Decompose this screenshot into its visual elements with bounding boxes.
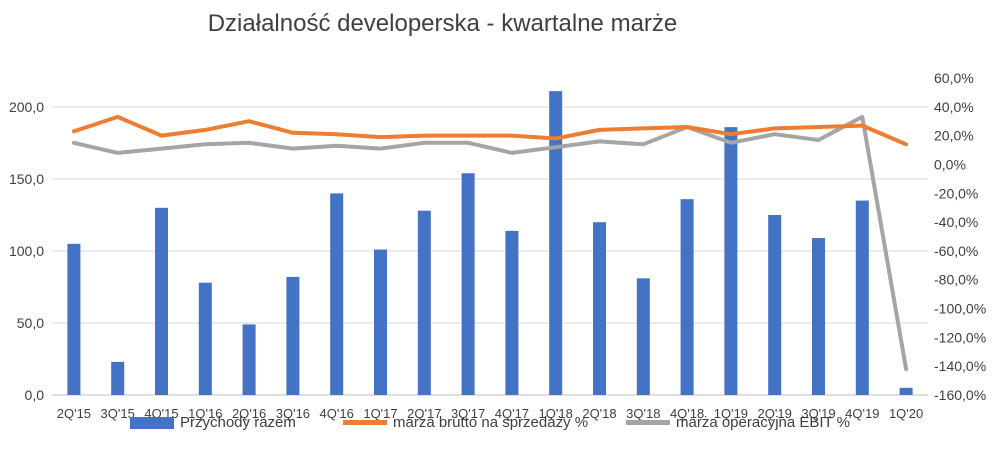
- x-tick-label: 4Q'16: [320, 406, 354, 421]
- bar-4Q'18: [680, 199, 694, 395]
- legend-swatch-revenue: [130, 416, 174, 429]
- y-left-tick-label: 150,0: [9, 171, 44, 187]
- chart-legend: Przychody razem marża brutto na sprzedaż…: [0, 414, 1007, 438]
- y-right-tick-label: 40,0%: [934, 99, 974, 115]
- x-tick-label: 3Q'15: [101, 406, 135, 421]
- y-right-tick-label: -20,0%: [934, 185, 978, 201]
- bar-2Q'19: [768, 215, 782, 395]
- line-gross-margin: [71, 114, 909, 147]
- y-right-tick-label: -40,0%: [934, 214, 978, 230]
- x-tick-label: 1Q'18: [539, 406, 573, 421]
- y-right-tick-label: 20,0%: [934, 128, 974, 144]
- y-right-tick-label: -140,0%: [934, 358, 986, 374]
- legend-item-ebit-margin: marża operacyjna EBIT %: [626, 414, 850, 431]
- y-left-tick-label: 100,0: [9, 243, 44, 259]
- legend-label-gross-margin: marża brutto na sprzedaży %: [393, 414, 589, 431]
- bar-3Q'17: [461, 173, 475, 395]
- y-right-tick-label: -160,0%: [934, 387, 986, 403]
- x-tick-label: 3Q'18: [626, 406, 660, 421]
- x-tick-label: 1Q'20: [889, 406, 923, 421]
- bar-2Q'17: [417, 210, 431, 395]
- x-tick-label: 2Q'16: [232, 406, 266, 421]
- bar-3Q'15: [111, 361, 125, 395]
- legend-item-revenue: Przychody razem: [130, 414, 296, 431]
- legend-swatch-ebit-margin: [626, 420, 670, 425]
- x-tick-label: 3Q'19: [801, 406, 835, 421]
- bar-2Q'18: [593, 222, 606, 395]
- bar-1Q'16: [198, 282, 212, 395]
- x-tick-label: 3Q'17: [451, 406, 485, 421]
- x-tick-label: 1Q'17: [363, 406, 397, 421]
- bar-1Q'18: [549, 91, 563, 395]
- bar-4Q'17: [505, 230, 519, 395]
- bar-2Q'16: [242, 324, 256, 395]
- chart-title: Działalność developerska - kwartalne mar…: [207, 10, 678, 37]
- bar-1Q'20: [899, 387, 913, 395]
- y-right-tick-label: -100,0%: [934, 301, 986, 317]
- x-tick-label: 4Q'19: [845, 406, 879, 421]
- x-tick-label: 2Q'17: [407, 406, 441, 421]
- bar-3Q'16: [286, 276, 300, 395]
- bar-4Q'19: [855, 200, 869, 395]
- y-right-tick-label: -120,0%: [934, 329, 986, 345]
- y-right-tick-label: -80,0%: [934, 272, 978, 288]
- legend-label-revenue: Przychody razem: [180, 414, 296, 431]
- x-tick-label: 3Q'16: [276, 406, 310, 421]
- bar-4Q'15: [155, 207, 168, 395]
- line-ebit-margin: [71, 114, 909, 372]
- legend-item-gross-margin: marża brutto na sprzedaży %: [343, 414, 588, 431]
- y-left-tick-label: 0,0: [25, 387, 45, 403]
- legend-label-ebit-margin: marża operacyjna EBIT %: [676, 414, 850, 431]
- y-left-tick-label: 50,0: [17, 315, 44, 331]
- x-tick-label: 2Q'15: [57, 406, 91, 421]
- x-tick-label: 4Q'17: [495, 406, 529, 421]
- x-tick-label: 2Q'18: [582, 406, 616, 421]
- y-right-tick-label: -60,0%: [934, 243, 978, 259]
- bar-3Q'19: [812, 238, 825, 395]
- x-tick-label: 2Q'19: [758, 406, 792, 421]
- bar-1Q'19: [724, 127, 738, 395]
- bar-3Q'18: [636, 278, 650, 395]
- y-right-tick-label: 60,0%: [934, 70, 974, 86]
- legend-swatch-gross-margin: [343, 420, 387, 425]
- y-left-tick-label: 200,0: [9, 99, 44, 115]
- bar-1Q'17: [374, 249, 387, 395]
- x-tick-label: 1Q'16: [188, 406, 222, 421]
- x-tick-label: 1Q'19: [714, 406, 748, 421]
- x-tick-label: 4Q'18: [670, 406, 704, 421]
- bar-2Q'15: [67, 243, 81, 395]
- bar-4Q'16: [330, 193, 344, 395]
- y-right-tick-label: 0,0%: [934, 156, 966, 172]
